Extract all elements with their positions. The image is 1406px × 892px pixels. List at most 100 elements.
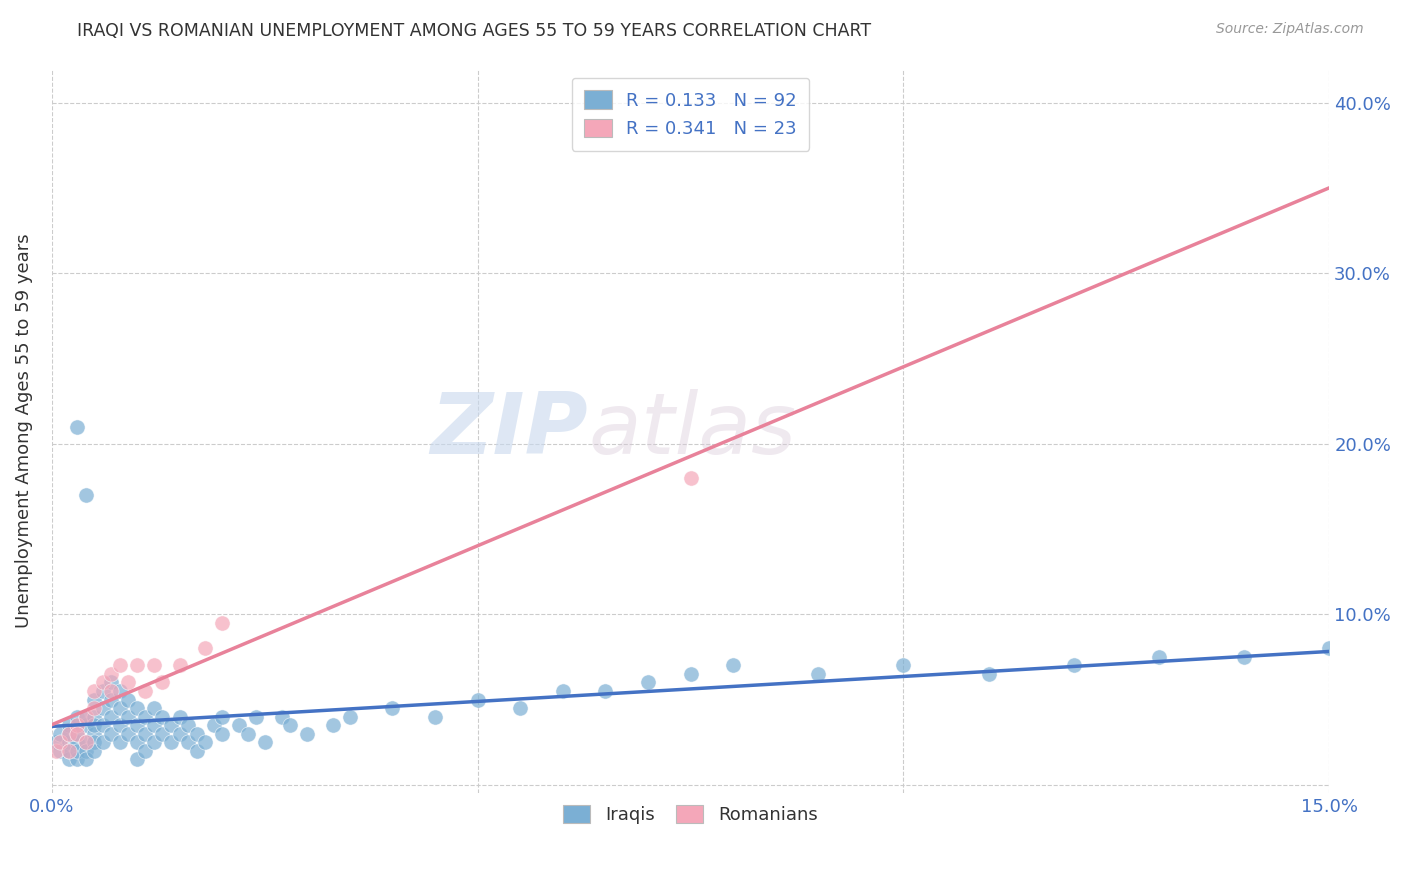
Point (160, 718, 183, 732)
Point (253, 735, 276, 749)
Point (125, 701, 148, 715)
Point (125, 752, 148, 766)
Point (177, 735, 200, 749)
Point (58, 726, 80, 740)
Point (152, 726, 174, 740)
Point (49, 735, 72, 749)
Point (134, 744, 156, 758)
Y-axis label: Unemployment Among Ages 55 to 59 years: Unemployment Among Ages 55 to 59 years (15, 234, 32, 628)
Point (297, 726, 319, 740)
Point (100, 675, 122, 690)
Point (211, 709, 233, 723)
Point (117, 675, 139, 690)
Point (75, 709, 97, 723)
Point (228, 718, 250, 732)
Point (108, 718, 131, 732)
Point (66, 726, 89, 740)
Point (83, 744, 105, 758)
Point (66, 752, 89, 766)
Point (100, 692, 122, 706)
Point (75, 735, 97, 749)
Point (423, 709, 446, 723)
Point (91, 735, 114, 749)
Point (637, 675, 659, 690)
Point (679, 471, 702, 485)
Point (125, 718, 148, 732)
Point (75, 718, 97, 732)
Point (1063, 658, 1085, 673)
Point (134, 726, 156, 740)
Point (58, 726, 80, 740)
Point (169, 709, 191, 723)
Point (125, 735, 148, 749)
Point (45, 744, 67, 758)
Text: IRAQI VS ROMANIAN UNEMPLOYMENT AMONG AGES 55 TO 59 YEARS CORRELATION CHART: IRAQI VS ROMANIAN UNEMPLOYMENT AMONG AGE… (77, 22, 872, 40)
Point (194, 735, 217, 749)
Point (152, 675, 174, 690)
Point (108, 735, 131, 749)
Point (66, 718, 89, 732)
Point (509, 701, 531, 715)
Text: Source: ZipAtlas.com: Source: ZipAtlas.com (1216, 22, 1364, 37)
Point (83, 701, 105, 715)
Point (236, 726, 259, 740)
Point (75, 744, 97, 758)
Point (108, 684, 131, 698)
Point (270, 709, 292, 723)
Point (66, 735, 89, 749)
Point (58, 735, 80, 749)
Point (142, 718, 165, 732)
Point (142, 701, 165, 715)
Point (91, 701, 114, 715)
Point (100, 709, 122, 723)
Point (75, 752, 97, 766)
Point (211, 615, 233, 630)
Point (117, 709, 139, 723)
Point (339, 709, 361, 723)
Point (83, 718, 105, 732)
Text: ZIP: ZIP (430, 390, 588, 473)
Point (100, 667, 122, 681)
Point (1233, 649, 1256, 664)
Point (75, 488, 97, 502)
Point (186, 726, 208, 740)
Point (58, 718, 80, 732)
Point (679, 667, 702, 681)
Point (278, 718, 301, 732)
Point (100, 684, 122, 698)
Point (160, 735, 183, 749)
Point (108, 658, 131, 673)
Point (142, 658, 165, 673)
Point (1147, 649, 1170, 664)
Point (58, 744, 80, 758)
Point (66, 709, 89, 723)
Point (117, 692, 139, 706)
Point (245, 709, 267, 723)
Point (83, 709, 105, 723)
Point (91, 718, 114, 732)
Point (977, 667, 1000, 681)
Point (211, 726, 233, 740)
Point (49, 726, 72, 740)
Point (169, 658, 191, 673)
Point (91, 675, 114, 690)
Point (58, 752, 80, 766)
Point (75, 735, 97, 749)
Point (66, 718, 89, 732)
Point (58, 744, 80, 758)
Point (134, 684, 156, 698)
Text: atlas: atlas (588, 390, 796, 473)
Point (893, 658, 915, 673)
Point (91, 684, 114, 698)
Point (83, 726, 105, 740)
Point (66, 726, 89, 740)
Point (100, 726, 122, 740)
Point (177, 718, 200, 732)
Point (134, 709, 156, 723)
Point (551, 684, 574, 698)
Point (595, 684, 617, 698)
Point (721, 658, 744, 673)
Point (117, 726, 139, 740)
Point (125, 658, 148, 673)
Point (381, 701, 404, 715)
